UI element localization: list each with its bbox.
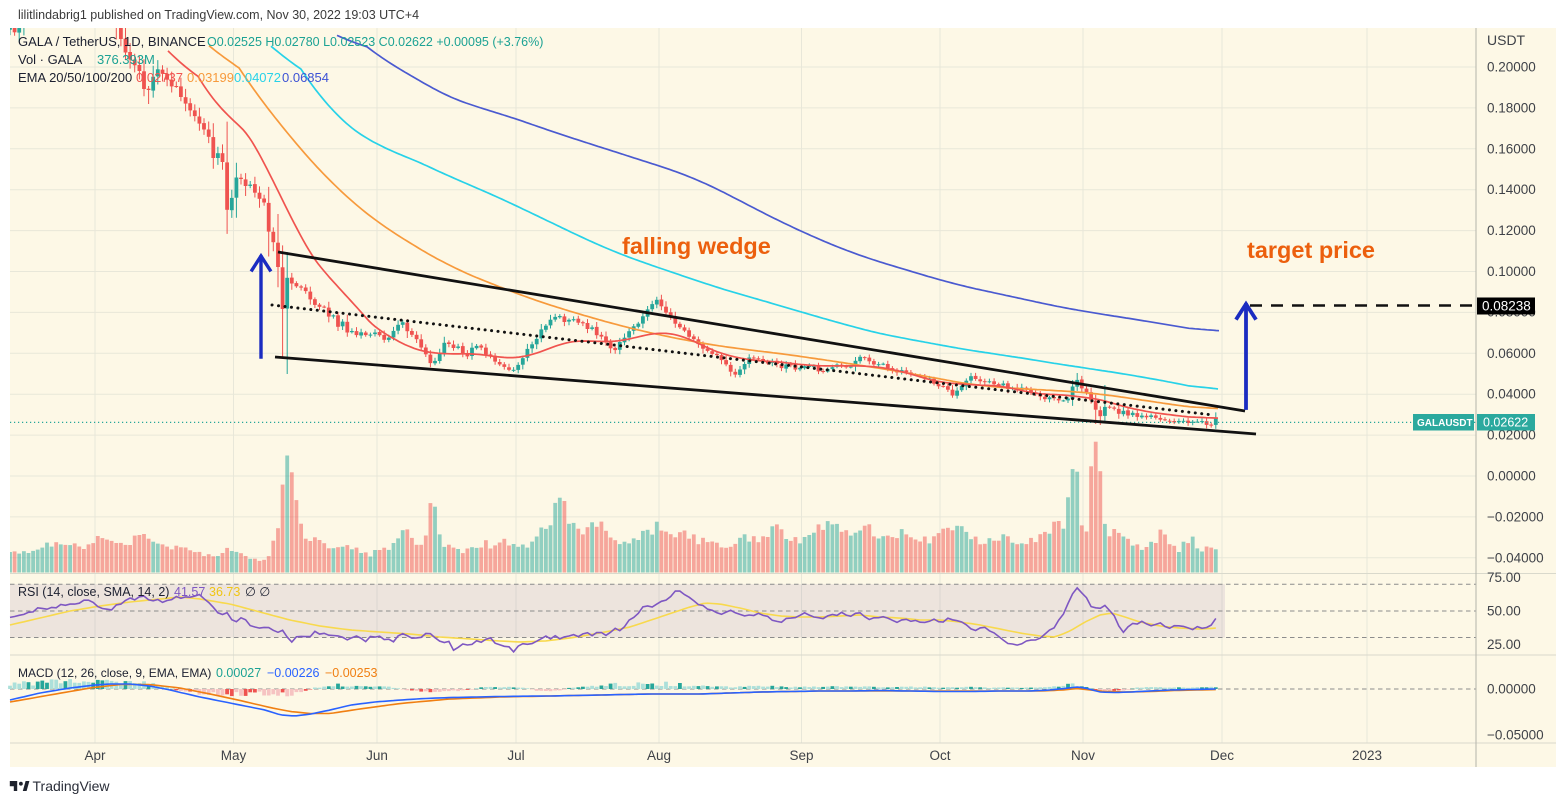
svg-text:MACD (12, 26, close, 9, EMA, E: MACD (12, 26, close, 9, EMA, EMA) [18, 666, 211, 680]
svg-text:Apr: Apr [84, 748, 106, 763]
svg-text:0.06854: 0.06854 [282, 70, 329, 85]
svg-text:0.10000: 0.10000 [1487, 264, 1536, 279]
svg-text:Aug: Aug [647, 748, 671, 763]
svg-text:−0.04000: −0.04000 [1487, 550, 1544, 565]
svg-text:50.00: 50.00 [1487, 604, 1521, 619]
svg-text:O0.02525 H0.02780 L0.02523 C0.: O0.02525 H0.02780 L0.02523 C0.02622 +0.0… [207, 35, 543, 49]
svg-text:target price: target price [1247, 237, 1375, 263]
svg-text:0.14000: 0.14000 [1487, 182, 1536, 197]
svg-text:0.16000: 0.16000 [1487, 141, 1536, 156]
svg-text:Oct: Oct [929, 748, 950, 763]
svg-text:0.18000: 0.18000 [1487, 100, 1536, 115]
svg-text:Dec: Dec [1210, 748, 1234, 763]
svg-text:25.00: 25.00 [1487, 637, 1521, 652]
svg-text:EMA 20/50/100/200: EMA 20/50/100/200 [18, 70, 132, 85]
svg-text:Vol · GALA: Vol · GALA [18, 52, 83, 67]
svg-text:376.393M: 376.393M [97, 52, 155, 67]
svg-text:0.06000: 0.06000 [1487, 346, 1536, 361]
svg-text:0.00000: 0.00000 [1487, 682, 1536, 697]
svg-text:GALA / TetherUS, 1D, BINANCE: GALA / TetherUS, 1D, BINANCE [18, 34, 206, 49]
svg-text:∅ ∅: ∅ ∅ [245, 585, 270, 599]
svg-text:0.00027: 0.00027 [216, 666, 261, 680]
svg-text:0.08238: 0.08238 [1482, 299, 1531, 314]
svg-text:0.04000: 0.04000 [1487, 387, 1536, 402]
svg-text:0.02622: 0.02622 [1483, 416, 1528, 430]
svg-text:−0.05000: −0.05000 [1487, 728, 1544, 743]
svg-text:RSI (14, close, SMA, 14, 2): RSI (14, close, SMA, 14, 2) [18, 585, 169, 599]
svg-text:lilitlindabrig1 published on T: lilitlindabrig1 published on TradingView… [18, 8, 419, 22]
svg-text:0.03199: 0.03199 [187, 70, 234, 85]
svg-text:falling wedge: falling wedge [622, 233, 771, 259]
svg-text:0.02737: 0.02737 [136, 70, 183, 85]
svg-text:−0.00226: −0.00226 [267, 666, 320, 680]
svg-text:0.12000: 0.12000 [1487, 223, 1536, 238]
svg-text:0.00000: 0.00000 [1487, 469, 1536, 484]
svg-text:41.57: 41.57 [174, 585, 205, 599]
svg-text:0.04072: 0.04072 [234, 70, 281, 85]
svg-text:TradingView: TradingView [33, 778, 111, 794]
svg-text:GALAUSDT: GALAUSDT [1417, 418, 1473, 429]
svg-text:Jul: Jul [507, 748, 524, 763]
svg-text:75.00: 75.00 [1487, 570, 1521, 585]
svg-text:−0.00253: −0.00253 [325, 666, 378, 680]
svg-text:USDT: USDT [1487, 32, 1526, 48]
svg-text:Nov: Nov [1071, 748, 1095, 763]
svg-text:−0.02000: −0.02000 [1487, 509, 1544, 524]
svg-text:Jun: Jun [366, 748, 388, 763]
svg-text:May: May [221, 748, 247, 763]
svg-text:Sep: Sep [789, 748, 813, 763]
svg-text:2023: 2023 [1352, 748, 1382, 763]
svg-text:36.73: 36.73 [209, 585, 240, 599]
svg-text:0.20000: 0.20000 [1487, 60, 1536, 75]
